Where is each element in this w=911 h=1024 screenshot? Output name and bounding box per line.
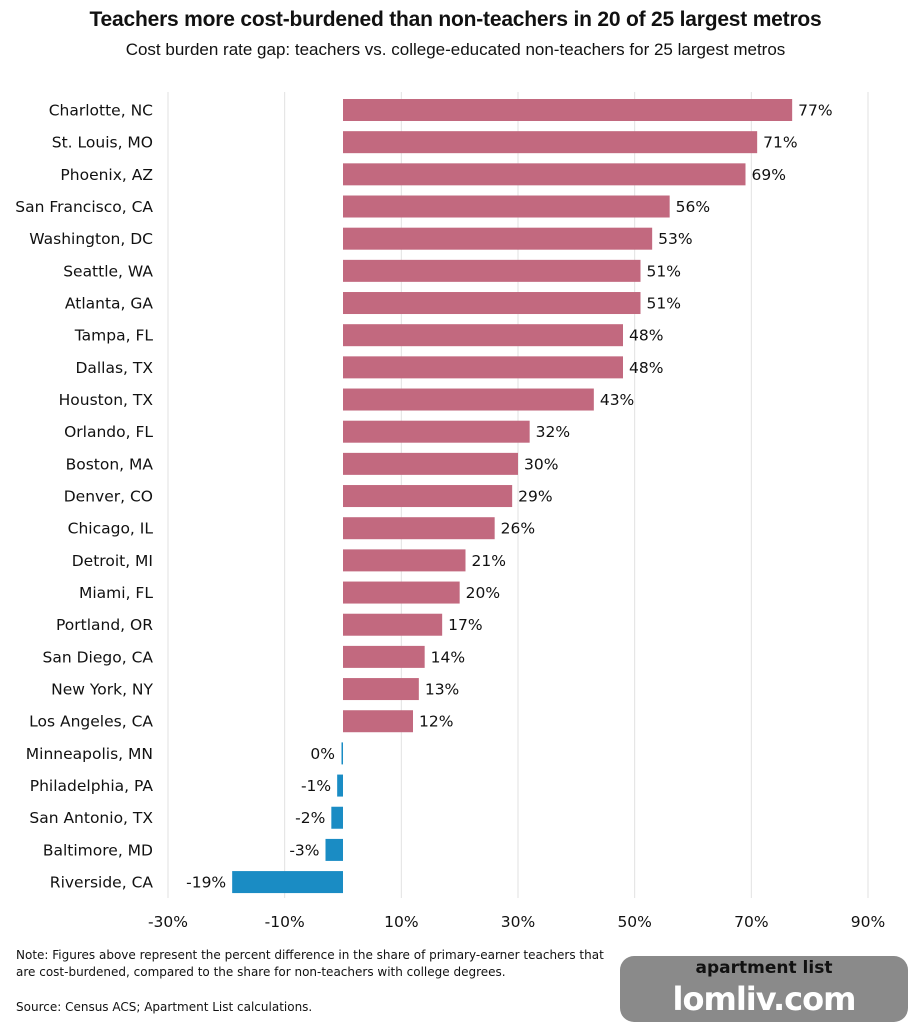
data-label: 48% <box>629 327 663 345</box>
data-label: 12% <box>419 713 453 731</box>
category-label: Houston, TX <box>59 391 154 409</box>
data-label: 51% <box>647 262 681 280</box>
bar <box>343 99 793 121</box>
logo-brand: apartment list <box>695 958 833 978</box>
data-label: 21% <box>472 552 506 570</box>
data-label: 56% <box>676 198 710 216</box>
x-tick-label: 10% <box>384 913 418 931</box>
bar <box>343 259 641 282</box>
bar <box>343 227 653 250</box>
data-label: 20% <box>466 584 500 602</box>
data-label: 53% <box>658 230 692 248</box>
bar <box>337 774 343 797</box>
data-label: 13% <box>425 681 459 699</box>
x-tick-label: 30% <box>501 913 535 931</box>
bar-chart: -30% -10% 10% 30% 50% 70% 90% Charlotte, NC 77% S… <box>15 92 885 931</box>
bar <box>343 324 623 347</box>
data-label: -19% <box>186 874 226 892</box>
bar <box>343 645 425 668</box>
category-label: San Antonio, TX <box>29 809 153 827</box>
bar <box>343 613 443 636</box>
category-label: Chicago, IL <box>68 520 154 538</box>
bar <box>232 871 343 894</box>
category-label: St. Louis, MO <box>52 134 153 152</box>
data-label: 69% <box>752 166 786 184</box>
data-label: 48% <box>629 359 663 377</box>
category-label: Phoenix, AZ <box>60 166 153 184</box>
data-label: 51% <box>647 295 681 313</box>
bar <box>343 388 594 411</box>
data-label: 32% <box>536 423 570 441</box>
category-label: Atlanta, GA <box>65 295 153 313</box>
bar <box>343 710 413 733</box>
bar <box>343 356 623 379</box>
category-label: Philadelphia, PA <box>30 777 154 795</box>
chart-source: Source: Census ACS; Apartment List calcu… <box>16 1000 313 1014</box>
category-label: Los Angeles, CA <box>29 713 153 731</box>
category-label: Tampa, FL <box>74 327 154 345</box>
bar <box>343 195 670 218</box>
category-label: Orlando, FL <box>64 423 153 441</box>
bar <box>343 678 419 701</box>
category-label: Minneapolis, MN <box>26 745 153 763</box>
chart-title: Teachers more cost-burdened than non-tea… <box>89 8 822 31</box>
category-label: Boston, MA <box>66 455 154 473</box>
bar <box>325 838 343 861</box>
category-label: Detroit, MI <box>72 552 153 570</box>
bar <box>343 131 758 154</box>
data-label: 30% <box>524 455 558 473</box>
data-label: 17% <box>448 616 482 634</box>
bar <box>343 549 466 572</box>
data-label: -2% <box>295 809 325 827</box>
category-label: Miami, FL <box>79 584 153 602</box>
x-tick-label: 50% <box>617 913 651 931</box>
category-label: Portland, OR <box>56 616 153 634</box>
bar <box>343 292 641 315</box>
x-tick-label: -30% <box>148 913 188 931</box>
data-label: 43% <box>600 391 634 409</box>
watermark: lomliv.com <box>672 980 857 1018</box>
data-label: 14% <box>431 648 465 666</box>
data-label: 71% <box>763 134 797 152</box>
apartment-list-logo: apartment list lomliv.com <box>620 956 908 1022</box>
bar <box>343 163 746 186</box>
category-label: San Francisco, CA <box>15 198 153 216</box>
category-label: San Diego, CA <box>43 648 154 666</box>
data-label: 77% <box>798 102 832 120</box>
x-tick-label: 90% <box>851 913 885 931</box>
bar <box>343 517 495 540</box>
chart-note: Note: Figures above represent the percen… <box>16 948 604 979</box>
category-label: Riverside, CA <box>50 874 154 892</box>
category-label: Seattle, WA <box>63 262 153 280</box>
category-label: Denver, CO <box>64 488 153 506</box>
category-label: Dallas, TX <box>75 359 153 377</box>
data-label: 29% <box>518 488 552 506</box>
category-label: Charlotte, NC <box>49 102 153 120</box>
bar <box>341 742 343 765</box>
data-label: -3% <box>289 841 319 859</box>
chart-subtitle: Cost burden rate gap: teachers vs. colle… <box>125 40 786 59</box>
bar <box>343 485 513 508</box>
bar <box>343 420 530 443</box>
data-label: 26% <box>501 520 535 538</box>
category-label: New York, NY <box>51 681 153 699</box>
category-label: Baltimore, MD <box>43 841 153 859</box>
bar <box>331 806 343 829</box>
x-tick-label: -10% <box>265 913 305 931</box>
x-tick-label: 70% <box>734 913 768 931</box>
category-label: Washington, DC <box>29 230 153 248</box>
data-label: 0% <box>310 745 335 763</box>
bar <box>343 452 518 475</box>
bar <box>343 581 460 604</box>
data-label: -1% <box>301 777 331 795</box>
